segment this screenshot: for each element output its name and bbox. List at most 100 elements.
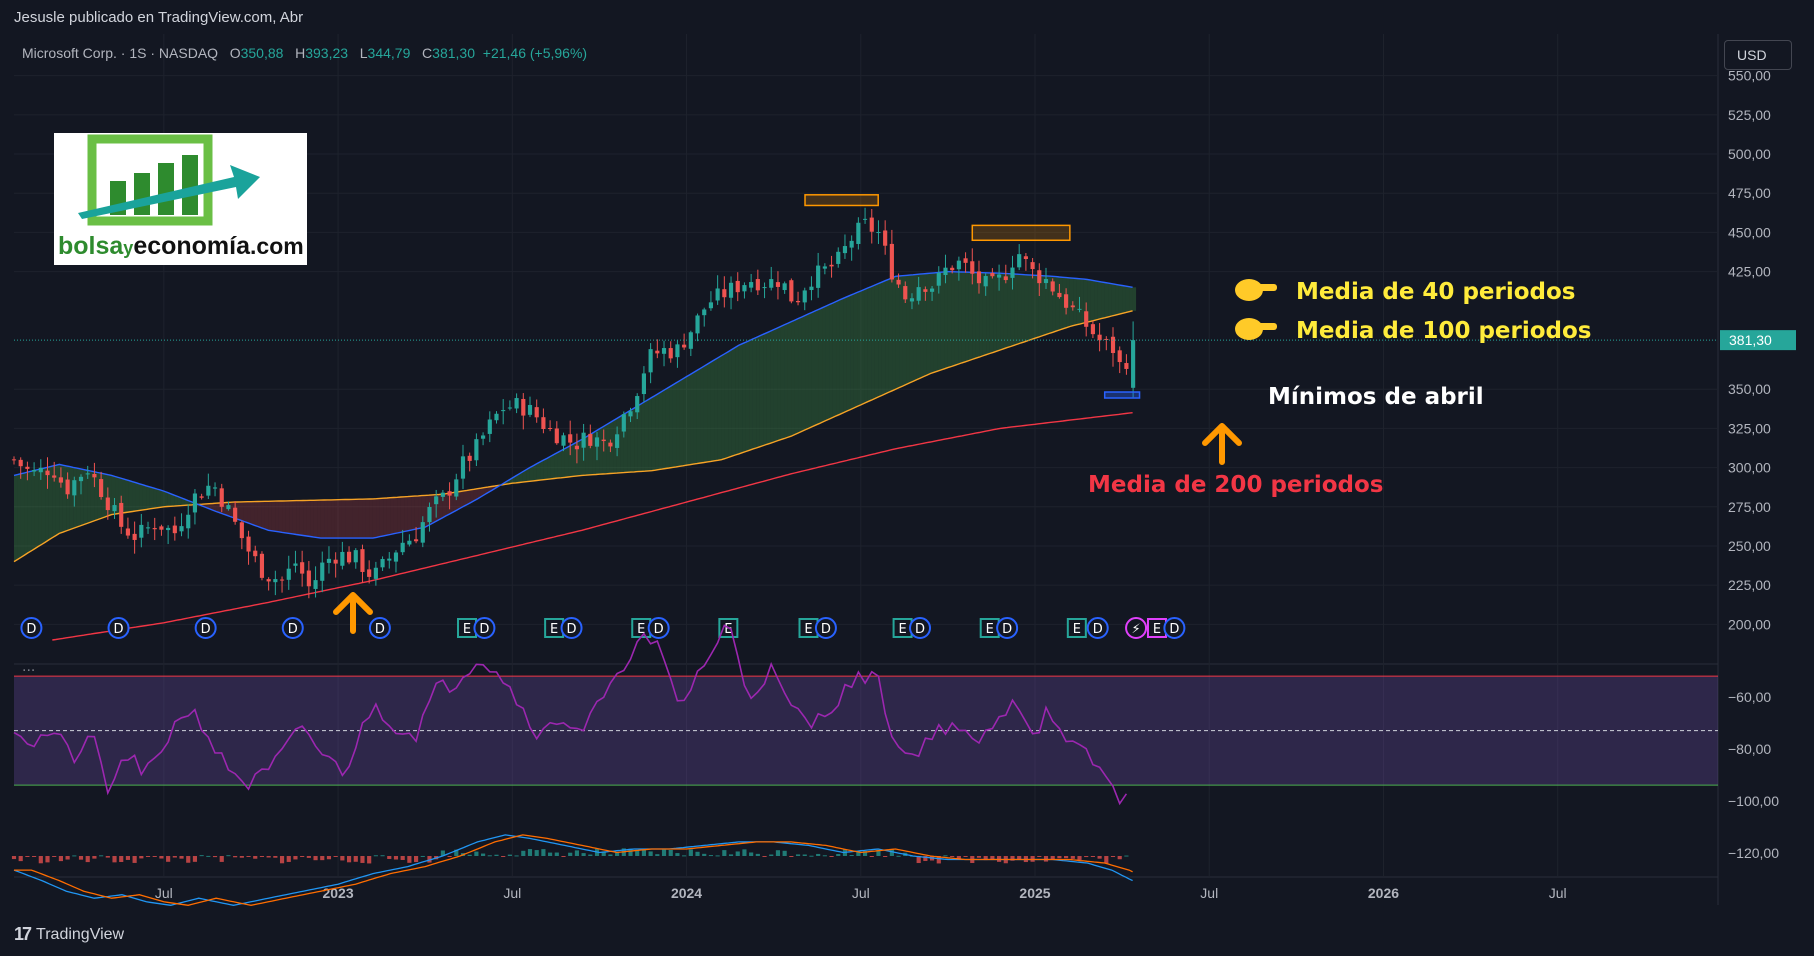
macd-histogram-bar — [373, 855, 378, 857]
candle-body — [206, 485, 211, 496]
ma-fill-slice — [710, 359, 715, 462]
ma-fill-slice — [1003, 273, 1008, 349]
candle-body — [440, 492, 445, 497]
ma-fill-slice — [292, 500, 297, 535]
macd-histogram-bar — [809, 855, 814, 857]
april-lows-box — [1103, 391, 1141, 399]
ma-fill-slice — [818, 307, 823, 424]
event-marker-label: D — [114, 622, 124, 637]
candle-body — [233, 507, 238, 522]
ma-fill-slice — [142, 484, 147, 510]
ma-fill-slice — [954, 271, 959, 366]
candle-body — [18, 459, 23, 467]
candle-body — [909, 298, 915, 302]
ma-fill-slice — [1097, 281, 1102, 320]
ma-fill-slice — [390, 497, 394, 535]
macd-histogram-bar — [92, 856, 97, 859]
earnings-marker — [798, 618, 819, 638]
ma-fill-slice — [791, 320, 795, 437]
currency-selector[interactable]: USD — [1724, 40, 1792, 70]
earnings-marker — [892, 618, 913, 638]
ma-fill-slice — [327, 499, 332, 539]
candle-body — [1084, 311, 1089, 327]
event-marker-label: D — [201, 622, 211, 637]
candle-body — [548, 427, 553, 429]
symbol-legend[interactable]: Microsoft Corp. · 1S · NASDAQ O350,88 H3… — [22, 45, 587, 61]
ma-fill-slice — [48, 466, 53, 540]
ma-fill-slice — [798, 317, 802, 434]
ma-fill-slice — [411, 496, 415, 531]
price-tick-label: 225,00 — [1728, 577, 1771, 593]
event-marker-label: E — [724, 622, 732, 637]
candle-body — [507, 407, 512, 409]
change-value: +21,46 (+5,96%) — [482, 45, 588, 61]
ma-fill-slice — [543, 458, 548, 480]
open-value: 350,88 — [240, 45, 284, 61]
macd-histogram-bar — [742, 849, 747, 856]
macd-histogram-bar — [219, 856, 224, 862]
ma-fill-slice — [641, 401, 645, 472]
ma-fill-slice — [1017, 274, 1022, 345]
candle-body — [862, 218, 868, 220]
candle-body — [822, 266, 827, 269]
macd-histogram-bar — [548, 852, 553, 856]
candle-body — [561, 435, 566, 446]
earnings-marker — [457, 618, 478, 638]
ma-fill-slice — [913, 274, 917, 382]
macd-histogram-bar — [534, 850, 539, 856]
candle-body — [608, 442, 613, 447]
macd-histogram-bar — [427, 856, 432, 863]
ma-fill-slice — [52, 465, 56, 538]
ma-fill-slice — [825, 304, 830, 421]
ma-fill-slice — [55, 464, 60, 536]
ma-fill-slice — [404, 496, 408, 532]
macd-histogram-bar — [85, 856, 90, 863]
ma-fill-slice — [299, 500, 304, 536]
ma-fill-slice — [383, 497, 387, 536]
ma-fill-slice — [271, 501, 276, 532]
ma-fill-slice — [376, 498, 380, 538]
macd-histogram-bar — [862, 851, 868, 856]
candle-body — [279, 579, 285, 581]
macd-histogram-bar — [916, 856, 921, 864]
ma-fill-slice — [1069, 277, 1074, 327]
ma-fill-slice — [146, 485, 150, 510]
candle-body — [702, 309, 707, 316]
candle-body — [152, 528, 157, 530]
price-tick-label: 350,00 — [1728, 381, 1771, 397]
tradingview-brand[interactable]: 17 TradingView — [14, 924, 124, 945]
candle-body — [929, 288, 935, 292]
ma40-annotation: Media de 40 periodos — [1296, 279, 1576, 305]
macd-histogram-bar — [273, 856, 278, 858]
macd-histogram-bar — [380, 855, 385, 857]
ma-fill-slice — [275, 501, 279, 532]
candle-body — [829, 264, 834, 267]
candle-body — [460, 456, 466, 479]
ma-fill-slice — [174, 495, 178, 507]
earnings-marker — [979, 618, 1000, 638]
ma-fill-slice — [240, 501, 244, 522]
ma-fill-slice — [149, 486, 154, 509]
ma-fill-slice — [83, 469, 88, 525]
ma-fill-slice — [362, 499, 366, 539]
event-marker-label: E — [1073, 622, 1081, 637]
macd-histogram-bar — [655, 854, 660, 856]
macd-histogram-bar — [393, 856, 399, 860]
macd-histogram-bar — [963, 856, 968, 857]
candle-body — [755, 279, 760, 291]
ma-fill-slice — [407, 496, 412, 531]
candle-body — [11, 459, 17, 461]
candle-body — [809, 286, 814, 291]
ma-fill-slice — [975, 272, 980, 359]
candle-body — [601, 439, 606, 442]
earnings-marker — [1146, 618, 1167, 638]
dividend-marker — [909, 617, 932, 639]
candle-body — [856, 222, 861, 244]
ma-fill-slice — [1041, 275, 1046, 336]
ma-fill-slice — [745, 340, 750, 452]
macd-histogram-bar — [688, 849, 693, 856]
candle-body — [481, 435, 486, 439]
symbol-name: Microsoft Corp. · 1S · NASDAQ — [22, 45, 219, 61]
ma-fill-slice — [763, 332, 767, 446]
